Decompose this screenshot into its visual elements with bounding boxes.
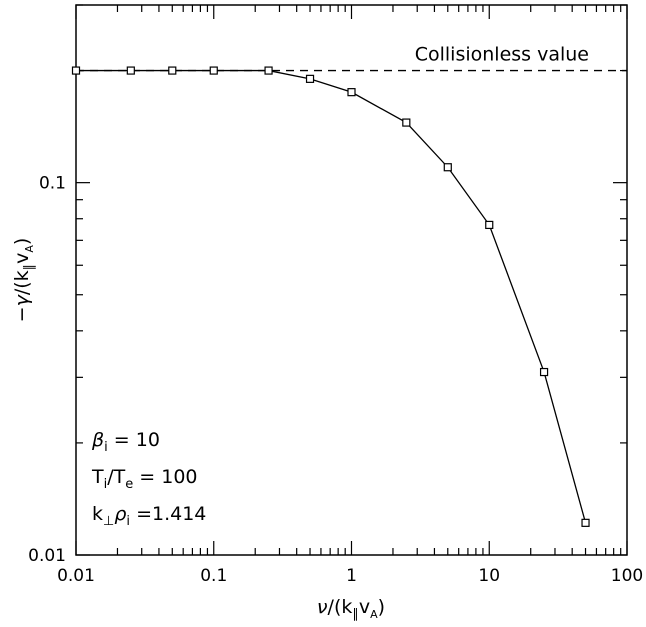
x-axis-label: ν/(k∥vA) bbox=[317, 596, 385, 622]
data-point-marker bbox=[305, 74, 315, 83]
data-point-marker bbox=[71, 66, 81, 75]
data-point-marker bbox=[402, 118, 411, 127]
x-tick-label: 1 bbox=[346, 566, 357, 586]
data-point-marker bbox=[347, 88, 356, 97]
data-point-marker bbox=[168, 66, 177, 75]
y-tick-label: 0.1 bbox=[39, 174, 66, 194]
data-point-marker bbox=[209, 66, 218, 75]
series-line bbox=[76, 69, 587, 524]
x-tick-label: 0.1 bbox=[200, 566, 227, 586]
x-tick-label: 100 bbox=[611, 566, 643, 586]
collisionless-label: Collisionless value bbox=[415, 44, 589, 66]
y-axis-label: −γ/(k∥vA) bbox=[11, 238, 37, 323]
data-point-marker bbox=[443, 163, 452, 172]
data-point-marker bbox=[539, 367, 549, 377]
axis-ticks bbox=[75, 4, 628, 556]
y-tick-label: 0.01 bbox=[28, 546, 66, 566]
temperature-ratio-annotation: Ti/Te = 100 bbox=[91, 466, 198, 492]
beta-annotation: βi = 10 bbox=[91, 429, 160, 455]
data-point-marker bbox=[264, 66, 273, 75]
data-point-marker bbox=[485, 220, 494, 230]
y-tick-labels: 0.01 0.1 bbox=[28, 174, 66, 566]
data-point-marker bbox=[126, 66, 135, 75]
k-rho-annotation: k⊥ρi =1.414 bbox=[92, 503, 206, 529]
x-tick-label: 0.01 bbox=[57, 566, 95, 586]
data-point-marker bbox=[581, 518, 590, 527]
series-markers bbox=[71, 66, 590, 527]
x-tick-labels: 0.01 0.1 1 10 100 bbox=[57, 566, 643, 586]
x-tick-label: 10 bbox=[478, 566, 500, 586]
